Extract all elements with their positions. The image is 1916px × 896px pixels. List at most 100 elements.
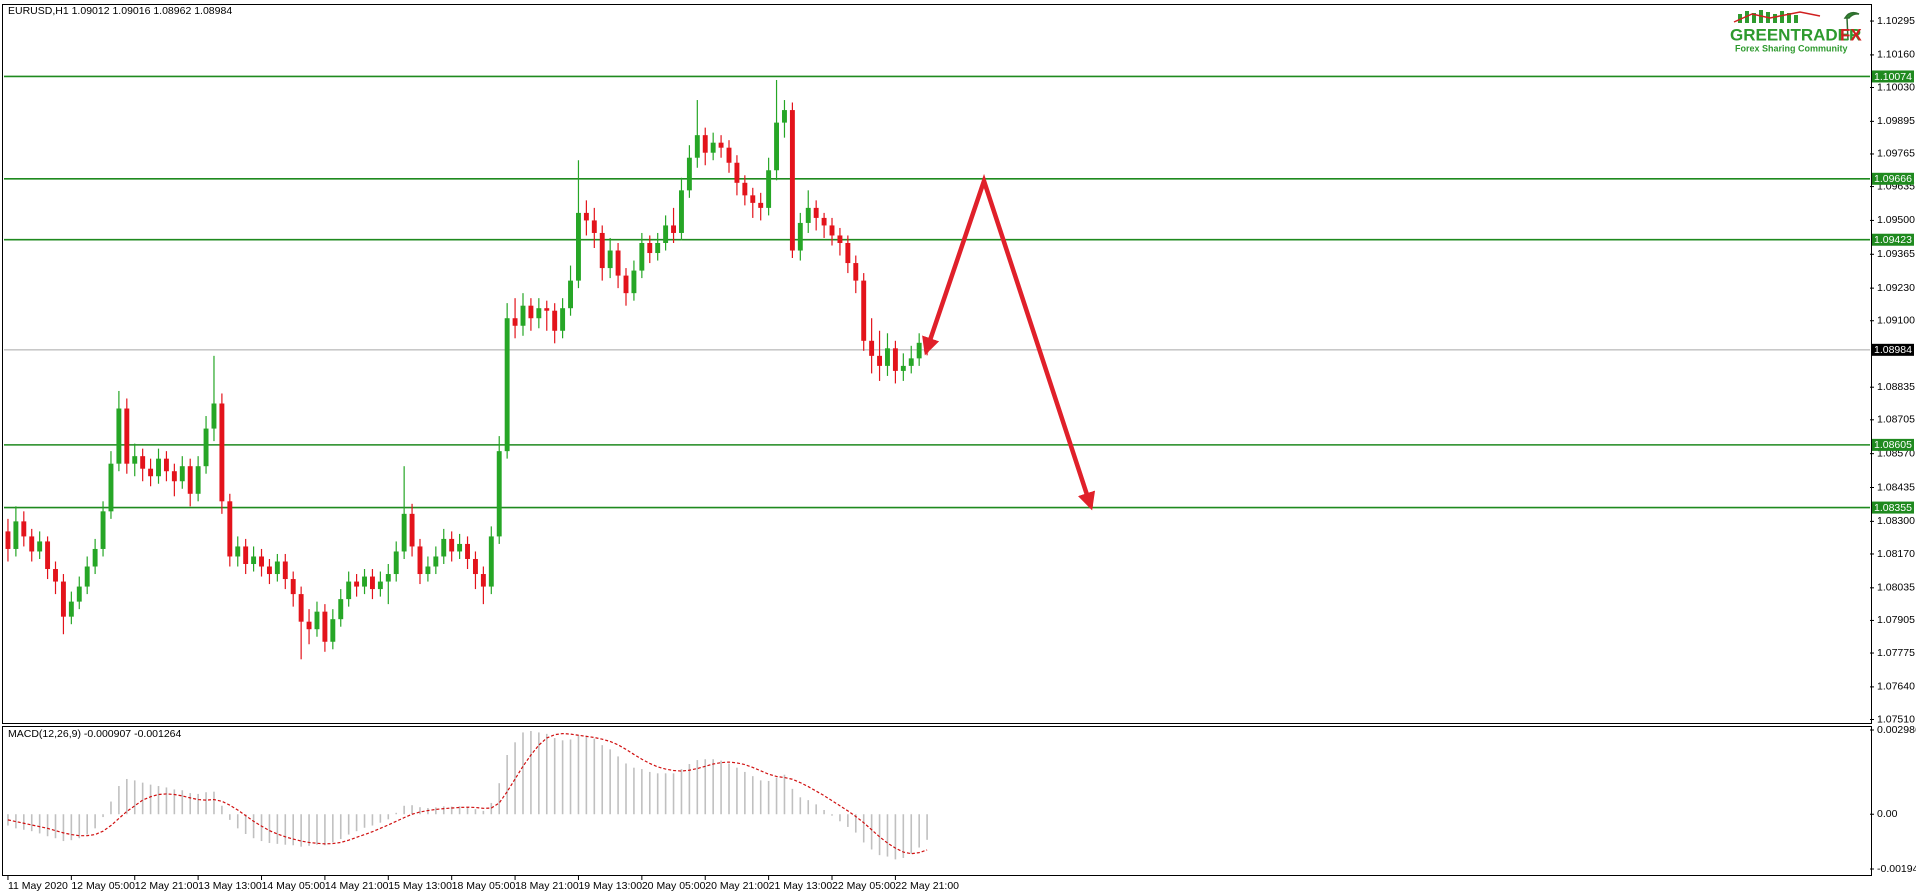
candle-body — [179, 466, 185, 482]
candle-body — [290, 579, 296, 595]
candle-body — [195, 466, 201, 494]
level-label-box — [1872, 233, 1914, 246]
candle-body — [53, 569, 58, 582]
x-tick-label: 19 May 13:00 — [578, 880, 642, 892]
candle-body — [314, 611, 320, 630]
candle-body — [472, 558, 478, 575]
y-tick-label: 1.10160 — [1877, 49, 1915, 61]
candle-body — [171, 471, 177, 482]
current-price-label: 1.08984 — [1874, 344, 1912, 356]
x-tick-label: 11 May 2020 — [8, 880, 68, 892]
candle-body — [647, 242, 653, 254]
candle-body — [663, 225, 669, 243]
candle-body — [108, 463, 114, 512]
signal-line — [7, 732, 928, 855]
forecast-arrow — [922, 173, 1096, 511]
level-label: 1.09666 — [1874, 173, 1912, 185]
x-tick-label: 20 May 21:00 — [705, 880, 769, 892]
candle-body — [916, 342, 922, 359]
x-tick-label: 22 May 21:00 — [895, 880, 959, 892]
y-tick-label: 1.08035 — [1877, 582, 1915, 594]
chart-title: EURUSD,H1 1.09012 1.09016 1.08962 1.0898… — [8, 5, 232, 17]
y-tick-label: 1.09365 — [1877, 248, 1915, 260]
candle-body — [266, 566, 272, 575]
candle-body — [528, 305, 534, 319]
candle-body — [465, 543, 470, 559]
level-label: 1.08605 — [1874, 439, 1912, 451]
candle-body — [132, 456, 138, 464]
candle-body — [766, 170, 772, 208]
level-label: 1.09423 — [1874, 234, 1912, 246]
y-tick-label: 1.07775 — [1877, 647, 1915, 659]
candle-body — [488, 536, 494, 587]
y-tick-label: 1.09500 — [1877, 214, 1915, 226]
candle-body — [758, 202, 764, 208]
y-tick-label: 1.07640 — [1877, 681, 1915, 693]
candle-body — [251, 556, 257, 565]
logo-bar — [1773, 14, 1777, 23]
candle-body — [76, 586, 82, 602]
candle-body — [892, 348, 898, 371]
logo-suffix: FX — [1840, 25, 1862, 44]
candle-body — [140, 456, 146, 469]
candle-body — [187, 466, 193, 494]
macd-panel — [2, 726, 1872, 876]
y-tick-label: 0.00 — [1877, 808, 1898, 820]
candle-body — [148, 468, 154, 477]
candle-body — [679, 190, 684, 233]
y-tick-label: 1.08705 — [1877, 414, 1915, 426]
logo-bar — [1780, 11, 1784, 23]
candle-body — [92, 548, 98, 567]
candle-body — [496, 451, 502, 537]
candle-body — [576, 212, 581, 281]
candle-body — [869, 340, 875, 356]
logo-name: GREENTRADER — [1730, 25, 1861, 44]
candle-body — [235, 546, 241, 557]
candle-body — [21, 521, 27, 537]
y-tick-label: 1.09895 — [1877, 115, 1915, 127]
candle-body — [243, 546, 249, 565]
y-tick-label: 1.07510 — [1877, 713, 1915, 725]
candle-body — [298, 594, 304, 622]
x-tick-label: 22 May 05:00 — [832, 880, 896, 892]
candle-body — [805, 207, 811, 223]
logo-bar — [1738, 14, 1742, 23]
x-tick-label: 15 May 13:00 — [388, 880, 452, 892]
candle-body — [330, 619, 336, 642]
candle-body — [480, 574, 486, 587]
logo: GREENTRADER FX Forex Sharing Community — [1730, 10, 1862, 53]
candle-body — [908, 358, 914, 366]
candle-body — [84, 566, 90, 587]
candle-body — [861, 280, 867, 341]
candle-body — [211, 403, 217, 429]
level-label: 1.08355 — [1874, 502, 1912, 514]
candle-body — [789, 110, 795, 251]
x-tick-label: 18 May 21:00 — [515, 880, 579, 892]
x-tick-label: 20 May 05:00 — [642, 880, 706, 892]
x-tick-label: 14 May 05:00 — [262, 880, 326, 892]
candle-body — [655, 242, 661, 254]
y-tick-label: 1.08435 — [1877, 481, 1915, 493]
candle-body — [417, 546, 423, 575]
candle-body — [425, 566, 431, 575]
candle-body — [631, 270, 637, 294]
candle-body — [782, 110, 787, 123]
candle-body — [227, 501, 233, 557]
logo-palm — [1843, 11, 1860, 41]
y-tick-label: 1.08170 — [1877, 548, 1915, 560]
level-label-box — [1872, 501, 1914, 514]
candle-body — [306, 621, 312, 630]
candle-body — [354, 581, 360, 587]
y-tick-label: 1.09765 — [1877, 148, 1915, 160]
candle-body — [60, 581, 66, 617]
candle-body — [259, 556, 264, 567]
candle-body — [457, 543, 463, 552]
candle-body — [29, 536, 35, 552]
candle-body — [377, 581, 383, 590]
x-tick-label: 14 May 21:00 — [325, 880, 389, 892]
level-label-box — [1872, 172, 1914, 185]
x-tick-label: 21 May 13:00 — [769, 880, 833, 892]
candle-body — [504, 318, 510, 452]
